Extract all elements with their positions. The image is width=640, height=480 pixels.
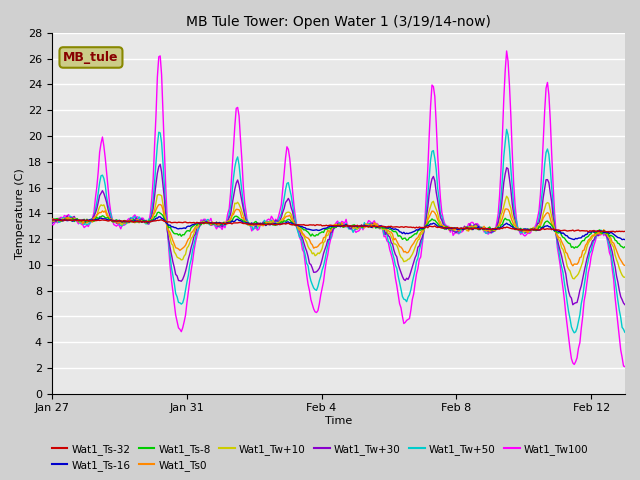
- Y-axis label: Temperature (C): Temperature (C): [15, 168, 25, 259]
- X-axis label: Time: Time: [324, 416, 352, 426]
- Text: MB_tule: MB_tule: [63, 51, 118, 64]
- Title: MB Tule Tower: Open Water 1 (3/19/14-now): MB Tule Tower: Open Water 1 (3/19/14-now…: [186, 15, 491, 29]
- Legend: Wat1_Ts-32, Wat1_Ts-16, Wat1_Ts-8, Wat1_Ts0, Wat1_Tw+10, Wat1_Tw+30, Wat1_Tw+50,: Wat1_Ts-32, Wat1_Ts-16, Wat1_Ts-8, Wat1_…: [47, 439, 593, 475]
